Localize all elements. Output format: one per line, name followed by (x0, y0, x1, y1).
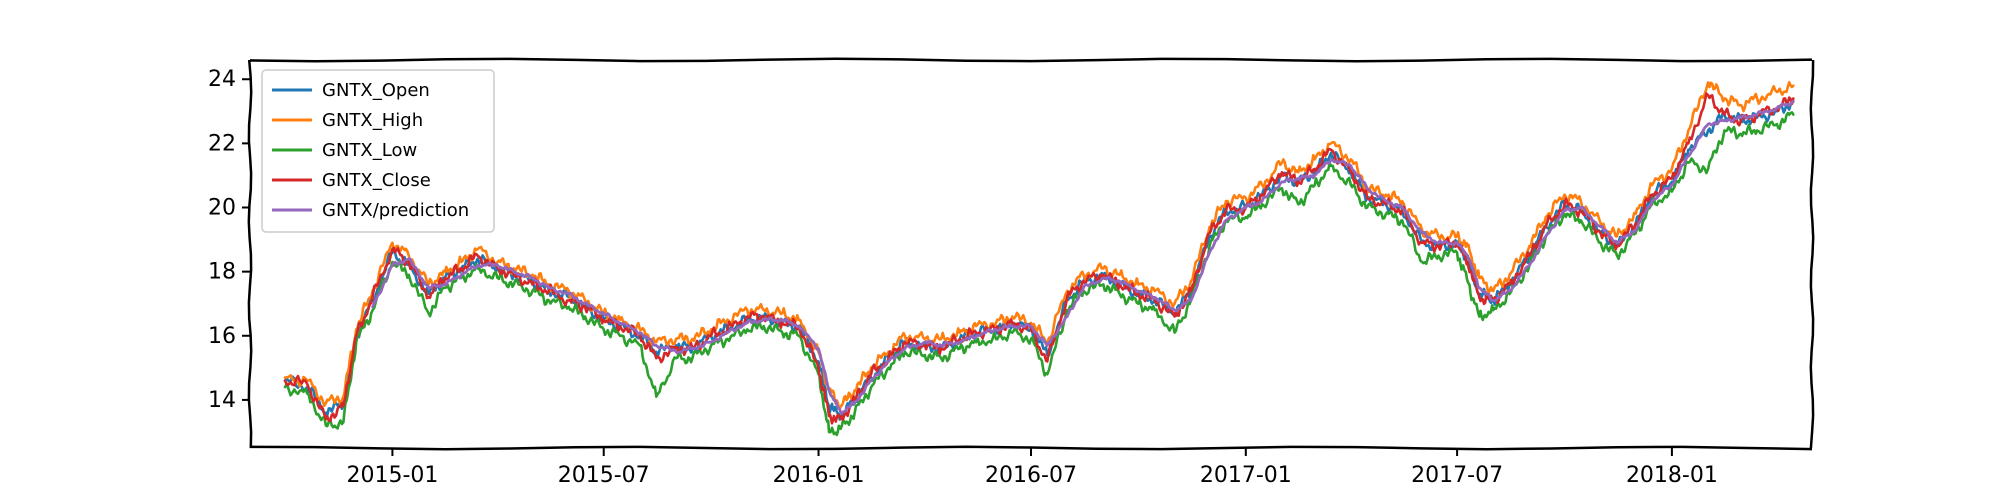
series-line-gntx-close (283, 92, 1795, 425)
x-tick-label: 2017-01 (1200, 463, 1292, 488)
x-tick-label: 2016-01 (773, 463, 865, 488)
x-tick-label: 2015-07 (558, 463, 650, 488)
x-tick-label: 2016-07 (985, 463, 1077, 488)
legend-label: GNTX_High (322, 110, 423, 131)
series-layer (283, 81, 1795, 437)
x-tick-label: 2018-01 (1626, 463, 1718, 488)
y-tick-label: 24 (208, 67, 236, 92)
x-tick-label: 2015-01 (346, 463, 438, 488)
y-tick-label: 18 (208, 260, 236, 285)
legend-label: GNTX/prediction (322, 200, 469, 221)
x-tick-label: 2017-07 (1411, 463, 1503, 488)
legend-label: GNTX_Close (322, 170, 431, 191)
legend-label: GNTX_Low (322, 140, 417, 161)
series-line-gntx-high (283, 81, 1795, 411)
y-tick-label: 22 (208, 131, 236, 156)
y-tick-label: 20 (208, 196, 236, 221)
series-line-gntx-open (283, 99, 1795, 421)
y-tick-label: 14 (208, 388, 236, 413)
series-line-gntx-prediction (371, 100, 1795, 415)
axis-ticks: 2015-01 2015-07 2016-01 2016-07 2017-01 2017-… (208, 67, 1718, 488)
legend-box (261, 69, 495, 233)
legend-label: GNTX_Open (322, 80, 430, 101)
series-line-gntx-low (283, 111, 1795, 437)
plot-frame (247, 57, 1815, 451)
legend: GNTX_Open GNTX_High GNTX_Low GNTX_Close GNTX… (261, 69, 495, 233)
y-tick-label: 16 (208, 324, 236, 349)
